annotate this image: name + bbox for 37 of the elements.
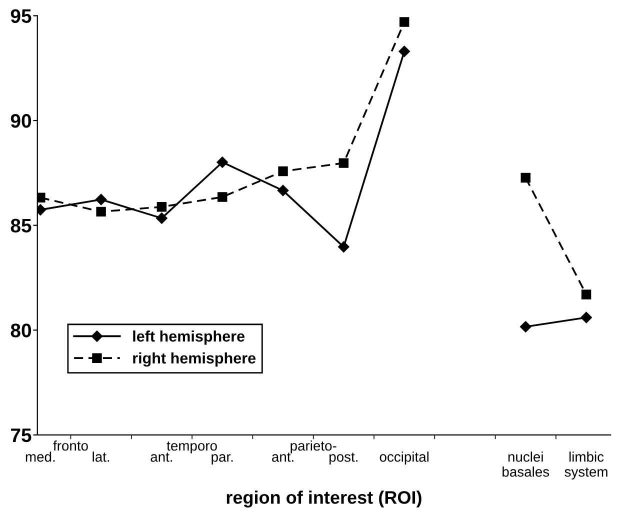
point — [520, 321, 532, 332]
x-tick-label: med. — [26, 452, 55, 462]
x-axis-title: region of interest (ROI) — [226, 490, 422, 508]
point — [580, 312, 592, 324]
text: fronto — [53, 440, 88, 451]
y-tick-label: 80 — [10, 324, 32, 338]
point — [398, 46, 410, 57]
x-tick-label: ant. — [272, 452, 294, 462]
point — [278, 166, 288, 176]
text: parieto- — [290, 440, 336, 454]
y-tick-label: 75 — [11, 428, 32, 442]
x-tick-label: limbic system — [564, 452, 608, 480]
y-tick-label: 95 — [10, 9, 32, 23]
point — [277, 184, 289, 196]
y-tick-label: 85 — [10, 218, 32, 233]
y-tick-label: 90 — [10, 114, 32, 128]
point — [338, 158, 349, 168]
point — [581, 290, 592, 300]
point — [156, 202, 167, 212]
point — [156, 212, 168, 224]
point — [520, 172, 530, 183]
legend-label: left hemisphere — [133, 330, 245, 345]
point — [218, 192, 228, 202]
point — [338, 241, 350, 253]
x-tick-label: lat. — [92, 452, 110, 462]
legend-label: right hemisphere — [133, 352, 256, 367]
x-tick-label: par. — [212, 454, 233, 465]
x-tick-label: ant. — [150, 452, 172, 462]
point — [37, 192, 46, 203]
x-tick-label: post. — [330, 452, 358, 465]
point — [95, 194, 107, 206]
point — [96, 206, 106, 217]
text: temporo — [166, 442, 217, 454]
x-tick-label: nuclei basales — [502, 452, 550, 477]
x-tick-label: occipital — [380, 452, 428, 465]
point — [216, 156, 228, 168]
point — [399, 17, 410, 27]
